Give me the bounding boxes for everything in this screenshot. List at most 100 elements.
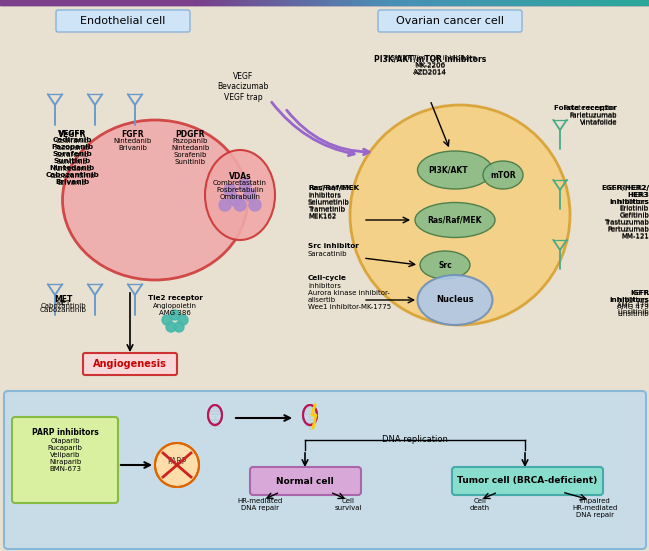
Bar [517, 0, 518, 5]
Bar [256, 0, 257, 5]
Bar [430, 0, 431, 5]
Bar [370, 0, 371, 5]
Bar [467, 0, 468, 5]
Bar [229, 0, 230, 5]
Bar [32, 0, 33, 5]
Bar [239, 0, 240, 5]
Bar [188, 0, 189, 5]
Bar [459, 0, 460, 5]
Bar [530, 0, 531, 5]
Bar [577, 0, 578, 5]
Bar [31, 0, 32, 5]
Bar [329, 0, 330, 5]
Bar [495, 0, 496, 5]
Bar [379, 0, 380, 5]
Bar [474, 0, 475, 5]
Bar [309, 0, 310, 5]
Bar [318, 0, 319, 5]
Bar [363, 0, 364, 5]
Bar [289, 0, 290, 5]
Bar [162, 0, 163, 5]
Bar [141, 0, 142, 5]
Bar [50, 0, 51, 5]
Ellipse shape [62, 120, 247, 280]
Bar [129, 0, 130, 5]
Bar [189, 0, 190, 5]
Bar [507, 0, 508, 5]
Bar [585, 0, 586, 5]
Bar [187, 0, 188, 5]
Bar [287, 0, 288, 5]
Bar [168, 0, 169, 5]
Bar [397, 0, 398, 5]
Bar [395, 0, 396, 5]
Bar [454, 0, 455, 5]
Bar [323, 0, 324, 5]
Bar [35, 0, 36, 5]
Text: Ovarian cancer cell: Ovarian cancer cell [396, 16, 504, 26]
Bar [278, 0, 279, 5]
Bar [591, 0, 592, 5]
Bar [457, 0, 458, 5]
Bar [405, 0, 406, 5]
FancyBboxPatch shape [12, 417, 118, 503]
Bar [478, 0, 479, 5]
Bar [13, 0, 14, 5]
Bar [190, 0, 191, 5]
Bar [386, 0, 387, 5]
Bar [416, 0, 417, 5]
Bar [117, 0, 118, 5]
Bar [427, 0, 428, 5]
Bar [393, 0, 394, 5]
Bar [451, 0, 452, 5]
Bar [86, 0, 87, 5]
Text: Impaired
HR-mediated
DNA repair: Impaired HR-mediated DNA repair [572, 498, 618, 518]
Bar [402, 0, 403, 5]
Bar [269, 0, 270, 5]
Bar [176, 0, 177, 5]
Bar [597, 0, 598, 5]
Bar [491, 0, 492, 5]
Bar [30, 0, 31, 5]
Bar [57, 0, 58, 5]
Text: inhibitors
Aurora kinase inhibitor-
alisertib
Wee1 inhibitor-MK-1775: inhibitors Aurora kinase inhibitor- alis… [308, 283, 391, 310]
Bar [629, 0, 630, 5]
Bar [498, 0, 499, 5]
Bar [403, 0, 404, 5]
Bar [646, 0, 647, 5]
Bar [231, 0, 232, 5]
Bar [612, 0, 613, 5]
Bar [582, 0, 583, 5]
Bar [259, 0, 260, 5]
Bar [16, 0, 17, 5]
Text: Cell-cycle: Cell-cycle [308, 275, 347, 281]
Bar [367, 0, 368, 5]
Bar [232, 0, 233, 5]
Bar [155, 0, 156, 5]
Bar [480, 0, 481, 5]
Bar [330, 0, 331, 5]
Bar [167, 0, 168, 5]
Bar [320, 0, 321, 5]
Bar [51, 0, 52, 5]
Bar [637, 0, 638, 5]
Bar [46, 0, 47, 5]
Bar [206, 0, 207, 5]
Bar [72, 0, 73, 5]
Text: MK-2206
AZD2014: MK-2206 AZD2014 [413, 63, 447, 76]
Bar [104, 0, 105, 5]
Bar [265, 0, 266, 5]
Bar [464, 0, 465, 5]
Bar [266, 0, 267, 5]
Text: Nucleus: Nucleus [436, 295, 474, 305]
Bar [549, 0, 550, 5]
Bar [110, 0, 111, 5]
Bar [408, 0, 409, 5]
Bar [485, 0, 486, 5]
Bar [539, 0, 540, 5]
Bar [208, 0, 209, 5]
Bar [544, 0, 545, 5]
Bar [5, 0, 6, 5]
Text: Tumor cell (BRCA-deficient): Tumor cell (BRCA-deficient) [457, 477, 597, 485]
Text: IGFR
inhibitors
AMG 479
Linsitinib: IGFR inhibitors AMG 479 Linsitinib [616, 290, 649, 317]
